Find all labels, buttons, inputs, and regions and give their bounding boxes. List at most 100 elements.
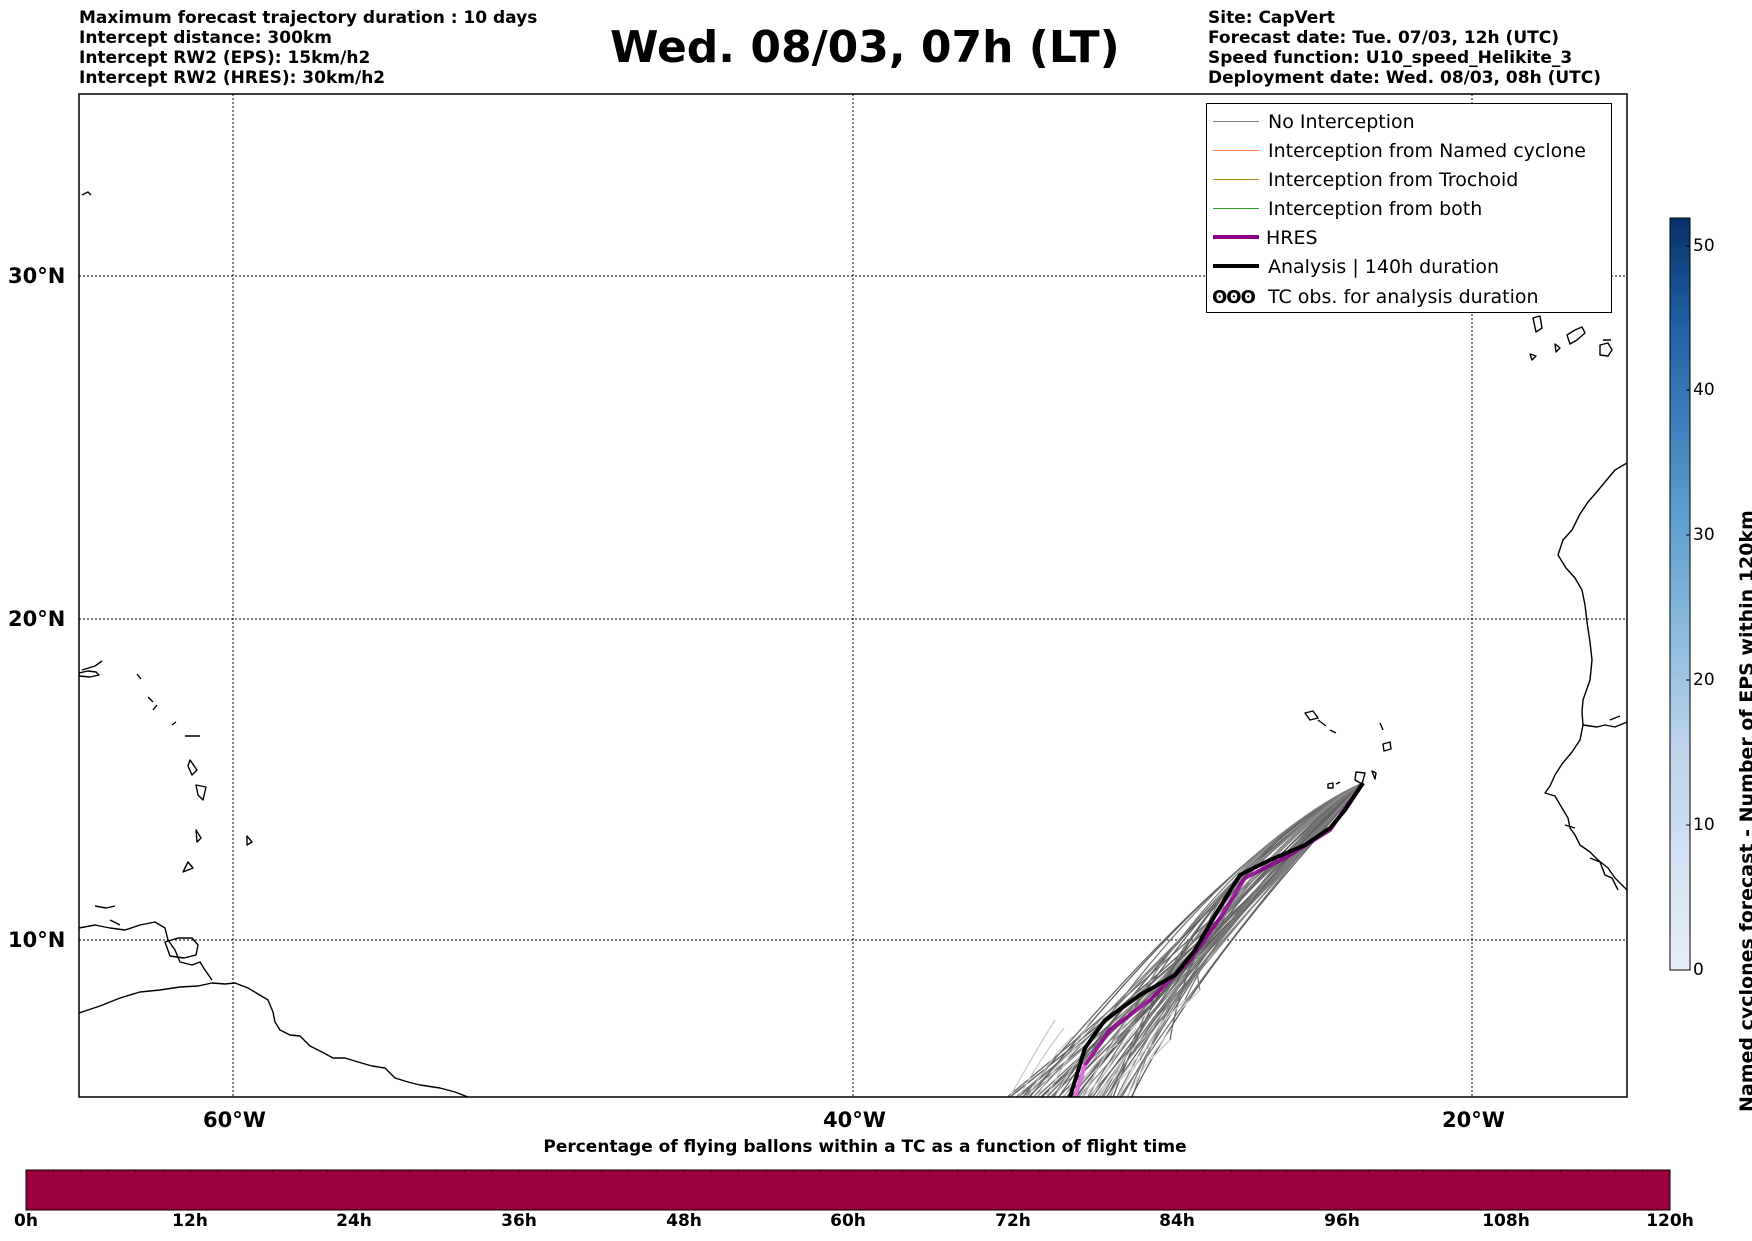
ensemble-trajectory-tail <box>1120 1096 1122 1097</box>
legend-entry-hres: HRES <box>1207 226 1611 250</box>
ensemble-trajectory-tail <box>1057 1096 1059 1097</box>
cape-verde-islands <box>1304 710 1392 789</box>
legend-entry-both: Interception from both <box>1207 197 1611 221</box>
flight-time-colorbar-fill <box>25 1169 1671 1211</box>
legend-line-swatch <box>1213 208 1259 209</box>
hour-tick: 120h <box>1646 1211 1694 1231</box>
ensemble-trajectory-tail <box>1131 1096 1133 1097</box>
ensemble-trajectory-tail <box>1074 1096 1076 1097</box>
ensemble-trajectory-line <box>1119 782 1364 1071</box>
canary-islands <box>1529 315 1613 361</box>
legend-label: Interception from Trochoid <box>1268 169 1519 191</box>
puerto-rico-island <box>79 670 100 678</box>
eps-tick: 50 <box>1693 236 1715 256</box>
late-flight-trajectory-line <box>1027 1035 1074 1097</box>
bermuda-island <box>81 191 92 196</box>
ensemble-trajectory-line <box>1099 782 1364 1081</box>
legend-label: TC obs. for analysis duration <box>1268 286 1539 308</box>
ensemble-trajectory-tail <box>1149 1039 1171 1061</box>
hour-tick: 36h <box>501 1211 537 1231</box>
header-right-line: Deployment date: Wed. 08/03, 08h (UTC) <box>1208 68 1602 88</box>
antilles-islands <box>81 660 253 926</box>
ensemble-trajectory-tail <box>1126 1096 1128 1097</box>
lon-label-40w: 40°W <box>823 1108 886 1132</box>
header-left-line: Intercept distance: 300km <box>79 28 332 48</box>
legend-label: Interception from Named cyclone <box>1268 140 1586 162</box>
ensemble-trajectory-tail <box>1100 1096 1102 1097</box>
hour-tick: 84h <box>1159 1211 1195 1231</box>
late-flight-trajectory-line <box>1009 1019 1056 1097</box>
ensemble-trajectory-tail <box>1115 1096 1117 1097</box>
lon-label-60w: 60°W <box>203 1108 266 1132</box>
legend-entry-no-interception: No Interception <box>1207 110 1611 134</box>
ensemble-trajectory-tail <box>1035 1096 1037 1097</box>
header-left-line: Intercept RW2 (HRES): 30km/h2 <box>79 68 386 88</box>
page-title: Wed. 08/03, 07h (LT) <box>610 22 1120 73</box>
ensemble-trajectory-tail <box>1045 1096 1047 1097</box>
ensemble-trajectory-tail <box>1070 1096 1072 1097</box>
legend-label: No Interception <box>1268 111 1415 133</box>
ensemble-trajectory-tail <box>1109 1096 1111 1097</box>
ensemble-trajectory-tail <box>1086 1096 1088 1097</box>
flight-time-colorbar-title: Percentage of flying ballons within a TC… <box>543 1137 1187 1157</box>
ensemble-trajectory-tail <box>1077 1096 1079 1097</box>
late-flight-trajectory-line <box>1018 1027 1065 1097</box>
eps-colorbar-title: Named cyclones forecast - Number of EPS … <box>1736 510 1752 1112</box>
ensemble-trajectory-tail <box>1118 1096 1120 1097</box>
legend-entry-trochoid: Interception from Trochoid <box>1207 168 1611 192</box>
ensemble-trajectory-tail <box>1129 1009 1151 1031</box>
south-america-coastline <box>79 982 469 1097</box>
ensemble-trajectory-tail <box>1032 1096 1034 1097</box>
eps-tick: 0 <box>1693 960 1704 980</box>
ensemble-trajectory-tail <box>1164 999 1186 1021</box>
late-flight-trajectory-line <box>1099 1035 1146 1097</box>
ensemble-trajectory-tail <box>1130 1096 1132 1097</box>
hour-tick: 24h <box>336 1211 372 1231</box>
legend-entry-tc-obs: ʘʘʘ TC obs. for analysis duration <box>1207 285 1611 309</box>
legend-label: Interception from both <box>1268 198 1483 220</box>
trinidad-island <box>164 937 199 959</box>
ensemble-trajectory-tail <box>1106 1096 1108 1097</box>
ensemble-trajectory-tail <box>1040 1096 1042 1097</box>
lat-label-10n: 10°N <box>8 928 66 952</box>
legend-entry-named-cyclone: Interception from Named cyclone <box>1207 139 1611 163</box>
eps-tick: 40 <box>1693 380 1715 400</box>
ensemble-trajectory-tail <box>1095 1096 1096 1097</box>
late-flight-trajectory-line <box>1108 1043 1155 1097</box>
hour-tick: 0h <box>14 1211 38 1231</box>
lat-label-30n: 30°N <box>8 264 66 288</box>
ensemble-trajectory-tail <box>1098 1096 1100 1097</box>
hour-tick: 108h <box>1482 1211 1530 1231</box>
lat-label-20n: 20°N <box>8 607 66 631</box>
ensemble-trajectory-tail <box>1052 1096 1053 1097</box>
legend-line-swatch <box>1213 150 1259 151</box>
hour-tick: 60h <box>830 1211 866 1231</box>
ensemble-trajectory-tail <box>1091 1096 1093 1097</box>
ensemble-trajectory-tail <box>1065 1096 1067 1097</box>
late-flight-trajectory-line <box>1081 1019 1128 1097</box>
lon-label-20w: 20°W <box>1442 1108 1505 1132</box>
ensemble-trajectory-tail <box>1026 1096 1028 1097</box>
ensemble-trajectory-tail <box>1009 1096 1010 1097</box>
ensemble-trajectory-tail <box>1021 1096 1023 1097</box>
hres-trajectory-tail <box>1073 1064 1087 1097</box>
ensemble-trajectory-tail <box>1069 1096 1071 1097</box>
late-flight-trajectory-line <box>1126 1027 1173 1097</box>
ensemble-trajectory-tail <box>1046 1096 1047 1097</box>
header-right-line: Site: CapVert <box>1208 8 1335 28</box>
late-flight-trajectory-line <box>1090 1027 1137 1097</box>
ensemble-trajectory-tail <box>1075 1096 1077 1097</box>
africa-coast-detail <box>1564 715 1627 891</box>
eps-tick: 30 <box>1693 525 1715 545</box>
ensemble-trajectory-tail <box>1081 1096 1083 1097</box>
eps-colorbar <box>1669 217 1691 971</box>
eps-tick: 20 <box>1693 670 1715 690</box>
ensemble-trajectory-tail <box>1015 1096 1017 1097</box>
flight-time-colorbar <box>25 1169 1671 1211</box>
header-left-info: Maximum forecast trajectory duration : 1… <box>79 8 537 88</box>
hour-tick: 72h <box>995 1211 1031 1231</box>
ensemble-trajectory-tail <box>1057 1096 1059 1097</box>
venezuela-coast-detail <box>79 921 213 981</box>
hour-tick: 48h <box>666 1211 702 1231</box>
